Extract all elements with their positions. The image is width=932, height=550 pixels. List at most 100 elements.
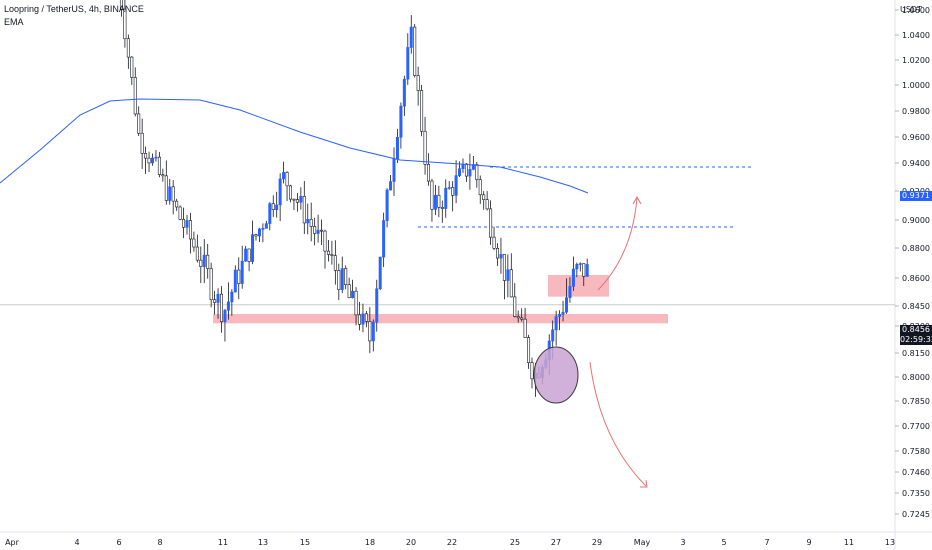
- candle-body[interactable]: [316, 229, 320, 234]
- candle-body[interactable]: [330, 254, 334, 256]
- candle-body[interactable]: [378, 256, 382, 290]
- candle-body[interactable]: [409, 26, 413, 48]
- candle-body[interactable]: [268, 203, 272, 224]
- candle-body[interactable]: [433, 194, 437, 210]
- candle-body[interactable]: [282, 172, 286, 180]
- candle-body[interactable]: [395, 136, 399, 159]
- candle-body[interactable]: [364, 313, 368, 322]
- candle-body[interactable]: [323, 230, 327, 252]
- candle-body[interactable]: [220, 293, 224, 322]
- candle-body[interactable]: [313, 226, 317, 234]
- candle-body[interactable]: [306, 219, 310, 224]
- candle-body[interactable]: [357, 314, 361, 325]
- candle-body[interactable]: [195, 246, 199, 261]
- candle-body[interactable]: [292, 198, 296, 201]
- candle-body[interactable]: [133, 77, 137, 115]
- candle-body[interactable]: [192, 238, 196, 248]
- candle-body[interactable]: [426, 164, 430, 182]
- candle-body[interactable]: [226, 301, 230, 311]
- candle-body[interactable]: [499, 254, 503, 259]
- candle-body[interactable]: [475, 164, 479, 180]
- candle-body[interactable]: [178, 206, 182, 220]
- candle-body[interactable]: [444, 187, 448, 209]
- candle-body[interactable]: [485, 199, 489, 210]
- candle-body[interactable]: [175, 200, 179, 208]
- candle-body[interactable]: [554, 316, 558, 331]
- candle-body[interactable]: [347, 284, 351, 299]
- time-axis[interactable]: Apr 4 6 8 11 13 15 18 20 22 25 27 29 May 3 5 7 9 11 13: [5, 538, 895, 547]
- candle-body[interactable]: [295, 199, 299, 203]
- candle-body[interactable]: [575, 264, 579, 270]
- candle-body[interactable]: [561, 311, 565, 315]
- candle-body[interactable]: [551, 329, 555, 342]
- candle-body[interactable]: [582, 263, 586, 277]
- candle-body[interactable]: [340, 268, 344, 290]
- candle-body[interactable]: [251, 234, 255, 262]
- candle-body[interactable]: [240, 260, 244, 284]
- candle-body[interactable]: [492, 236, 496, 249]
- candle-body[interactable]: [495, 248, 499, 259]
- candle-body[interactable]: [509, 269, 513, 298]
- candle-body[interactable]: [188, 220, 192, 240]
- candle-body[interactable]: [344, 268, 348, 285]
- symbol-title[interactable]: Loopring / TetherUS, 4h, BINANCE: [4, 4, 144, 14]
- candle-body[interactable]: [275, 204, 279, 211]
- candle-body[interactable]: [451, 187, 455, 196]
- candle-body[interactable]: [216, 293, 220, 303]
- candle-body[interactable]: [151, 157, 155, 164]
- candle-body[interactable]: [123, 8, 127, 40]
- candle-body[interactable]: [309, 219, 313, 227]
- candle-body[interactable]: [271, 203, 275, 211]
- candle-body[interactable]: [199, 259, 203, 267]
- candle-body[interactable]: [506, 269, 510, 281]
- candle-body[interactable]: [468, 169, 472, 177]
- candle-body[interactable]: [523, 318, 527, 338]
- candle-body[interactable]: [202, 254, 206, 267]
- candle-body[interactable]: [513, 296, 517, 317]
- candle-body[interactable]: [147, 157, 151, 164]
- candle-body[interactable]: [351, 290, 355, 299]
- candle-body[interactable]: [119, 0, 123, 10]
- candle-body[interactable]: [482, 194, 486, 200]
- candle-body[interactable]: [440, 207, 444, 209]
- candle-body[interactable]: [285, 172, 289, 187]
- candle-body[interactable]: [437, 194, 441, 208]
- candle-body[interactable]: [254, 234, 258, 237]
- candle-body[interactable]: [489, 208, 493, 238]
- candle-body[interactable]: [392, 158, 396, 182]
- candle-body[interactable]: [230, 291, 234, 303]
- candle-body[interactable]: [171, 186, 175, 202]
- candle-layer[interactable]: [117, 0, 589, 397]
- price-axis[interactable]: 1.0600 1.0400 1.0200 1.0000 0.9800 0.9600 0.94…: [895, 6, 930, 519]
- candle-body[interactable]: [516, 316, 520, 319]
- candle-body[interactable]: [423, 130, 427, 165]
- candle-body[interactable]: [326, 250, 330, 255]
- indicator-label[interactable]: EMA: [4, 17, 24, 27]
- candle-body[interactable]: [447, 187, 451, 189]
- candle-body[interactable]: [361, 313, 365, 325]
- candle-body[interactable]: [368, 321, 372, 342]
- candle-body[interactable]: [144, 153, 148, 159]
- candle-body[interactable]: [578, 263, 582, 265]
- candle-body[interactable]: [320, 229, 324, 232]
- candle-body[interactable]: [402, 78, 406, 107]
- candle-body[interactable]: [389, 181, 393, 191]
- candle-body[interactable]: [161, 174, 165, 177]
- candle-body[interactable]: [157, 156, 161, 175]
- candle-body[interactable]: [185, 220, 189, 228]
- candle-body[interactable]: [420, 90, 424, 132]
- candle-body[interactable]: [478, 179, 482, 196]
- candle-body[interactable]: [233, 269, 237, 293]
- candle-body[interactable]: [530, 362, 534, 380]
- candle-body[interactable]: [244, 248, 248, 262]
- candle-body[interactable]: [247, 248, 251, 262]
- candle-body[interactable]: [571, 268, 575, 287]
- candle-body[interactable]: [213, 299, 217, 303]
- candle-body[interactable]: [126, 38, 130, 58]
- candle-body[interactable]: [257, 228, 261, 237]
- candle-body[interactable]: [206, 254, 210, 269]
- candle-body[interactable]: [430, 180, 434, 210]
- candle-body[interactable]: [375, 288, 379, 323]
- candle-body[interactable]: [564, 297, 568, 313]
